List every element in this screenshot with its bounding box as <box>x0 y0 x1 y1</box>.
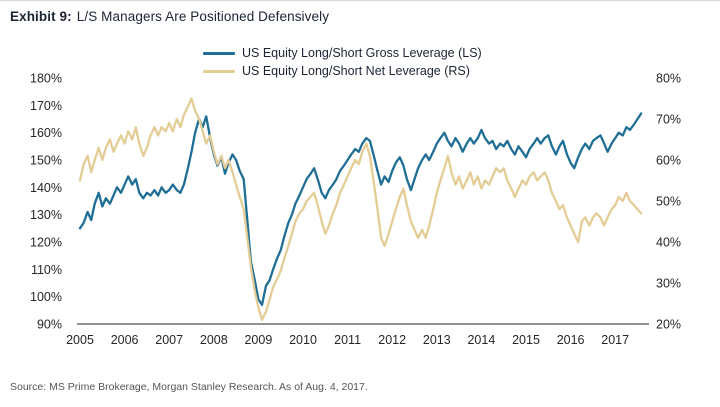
x-axis-tick: 2010 <box>289 333 317 347</box>
top-border <box>0 0 720 1</box>
x-axis-tick: 2016 <box>557 333 585 347</box>
legend-label-net: US Equity Long/Short Net Leverage (RS) <box>242 64 470 78</box>
y-axis-tick-left: 130% <box>30 208 62 222</box>
y-axis-tick-left: 90% <box>37 318 62 332</box>
exhibit-label: Exhibit 9: <box>10 9 72 24</box>
x-axis-tick: 2006 <box>111 333 139 347</box>
y-axis-tick-left: 100% <box>30 290 62 304</box>
x-axis-tick: 2009 <box>244 333 272 347</box>
x-axis-tick: 2007 <box>155 333 183 347</box>
leverage-line-chart: 180% 170% 160% 150% 140% 130% 120% 110% 100% 90% 8… <box>30 72 681 348</box>
x-axis-tick: 2014 <box>467 333 495 347</box>
y-axis-tick-left: 150% <box>30 154 62 168</box>
y-axis-tick-left: 110% <box>31 263 62 277</box>
legend: US Equity Long/Short Gross Leverage (LS)… <box>203 46 482 78</box>
x-axis-tick: 2011 <box>334 333 361 347</box>
y-axis-tick-right: 80% <box>656 72 681 86</box>
x-axis-tick: 2005 <box>66 333 94 347</box>
y-axis-tick-left: 140% <box>30 181 62 195</box>
gross-leverage-line <box>78 112 643 307</box>
legend-item-net: US Equity Long/Short Net Leverage (RS) <box>203 64 482 78</box>
net-line-swatch <box>203 69 235 73</box>
y-axis-tick-right: 30% <box>656 277 681 291</box>
chart-area: 180% 170% 160% 150% 140% 130% 120% 110% 100% 90% 8… <box>0 40 720 370</box>
x-axis-tick: 2012 <box>378 333 406 347</box>
source-note: Source: MS Prime Brokerage, Morgan Stanl… <box>10 381 368 393</box>
y-axis-tick-right: 40% <box>656 236 681 250</box>
x-axis-tick: 2008 <box>200 333 228 347</box>
legend-label-gross: US Equity Long/Short Gross Leverage (LS) <box>242 46 482 60</box>
y-axis-tick-right: 70% <box>656 113 681 127</box>
y-axis-tick-left: 180% <box>30 72 62 86</box>
y-axis-tick-right: 60% <box>656 154 681 168</box>
title-text: L/S Managers Are Positioned Defensively <box>76 9 330 24</box>
y-axis-tick-right: 50% <box>656 195 681 209</box>
y-axis-tick-left: 120% <box>30 236 62 250</box>
y-axis-tick-right: 20% <box>656 318 681 332</box>
x-axis-tick: 2015 <box>512 333 540 347</box>
net-leverage-line <box>78 97 643 322</box>
y-axis-tick-left: 170% <box>30 99 62 113</box>
gross-line-swatch <box>203 51 235 55</box>
legend-item-gross: US Equity Long/Short Gross Leverage (LS) <box>203 46 482 60</box>
x-axis-tick: 2017 <box>601 333 629 347</box>
x-axis-tick: 2013 <box>423 333 451 347</box>
chart-title: Exhibit 9: L/S Managers Are Positioned De… <box>10 9 329 24</box>
y-axis-tick-left: 160% <box>30 126 62 140</box>
